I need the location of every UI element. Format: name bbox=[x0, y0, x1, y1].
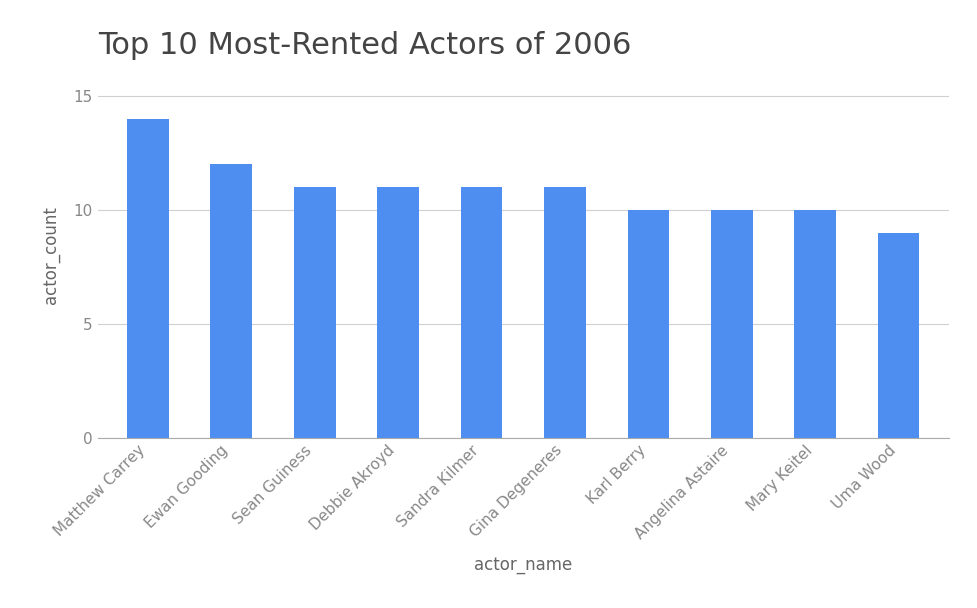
Y-axis label: actor_count: actor_count bbox=[42, 207, 60, 304]
Bar bbox=[460, 187, 502, 438]
Bar bbox=[543, 187, 585, 438]
Bar bbox=[793, 210, 835, 438]
Bar bbox=[710, 210, 752, 438]
Bar bbox=[293, 187, 335, 438]
Bar bbox=[210, 164, 252, 438]
X-axis label: actor_name: actor_name bbox=[474, 556, 572, 573]
Bar bbox=[627, 210, 668, 438]
Bar bbox=[877, 233, 918, 438]
Bar bbox=[377, 187, 418, 438]
Text: Top 10 Most-Rented Actors of 2006: Top 10 Most-Rented Actors of 2006 bbox=[98, 30, 630, 60]
Bar bbox=[127, 119, 168, 438]
